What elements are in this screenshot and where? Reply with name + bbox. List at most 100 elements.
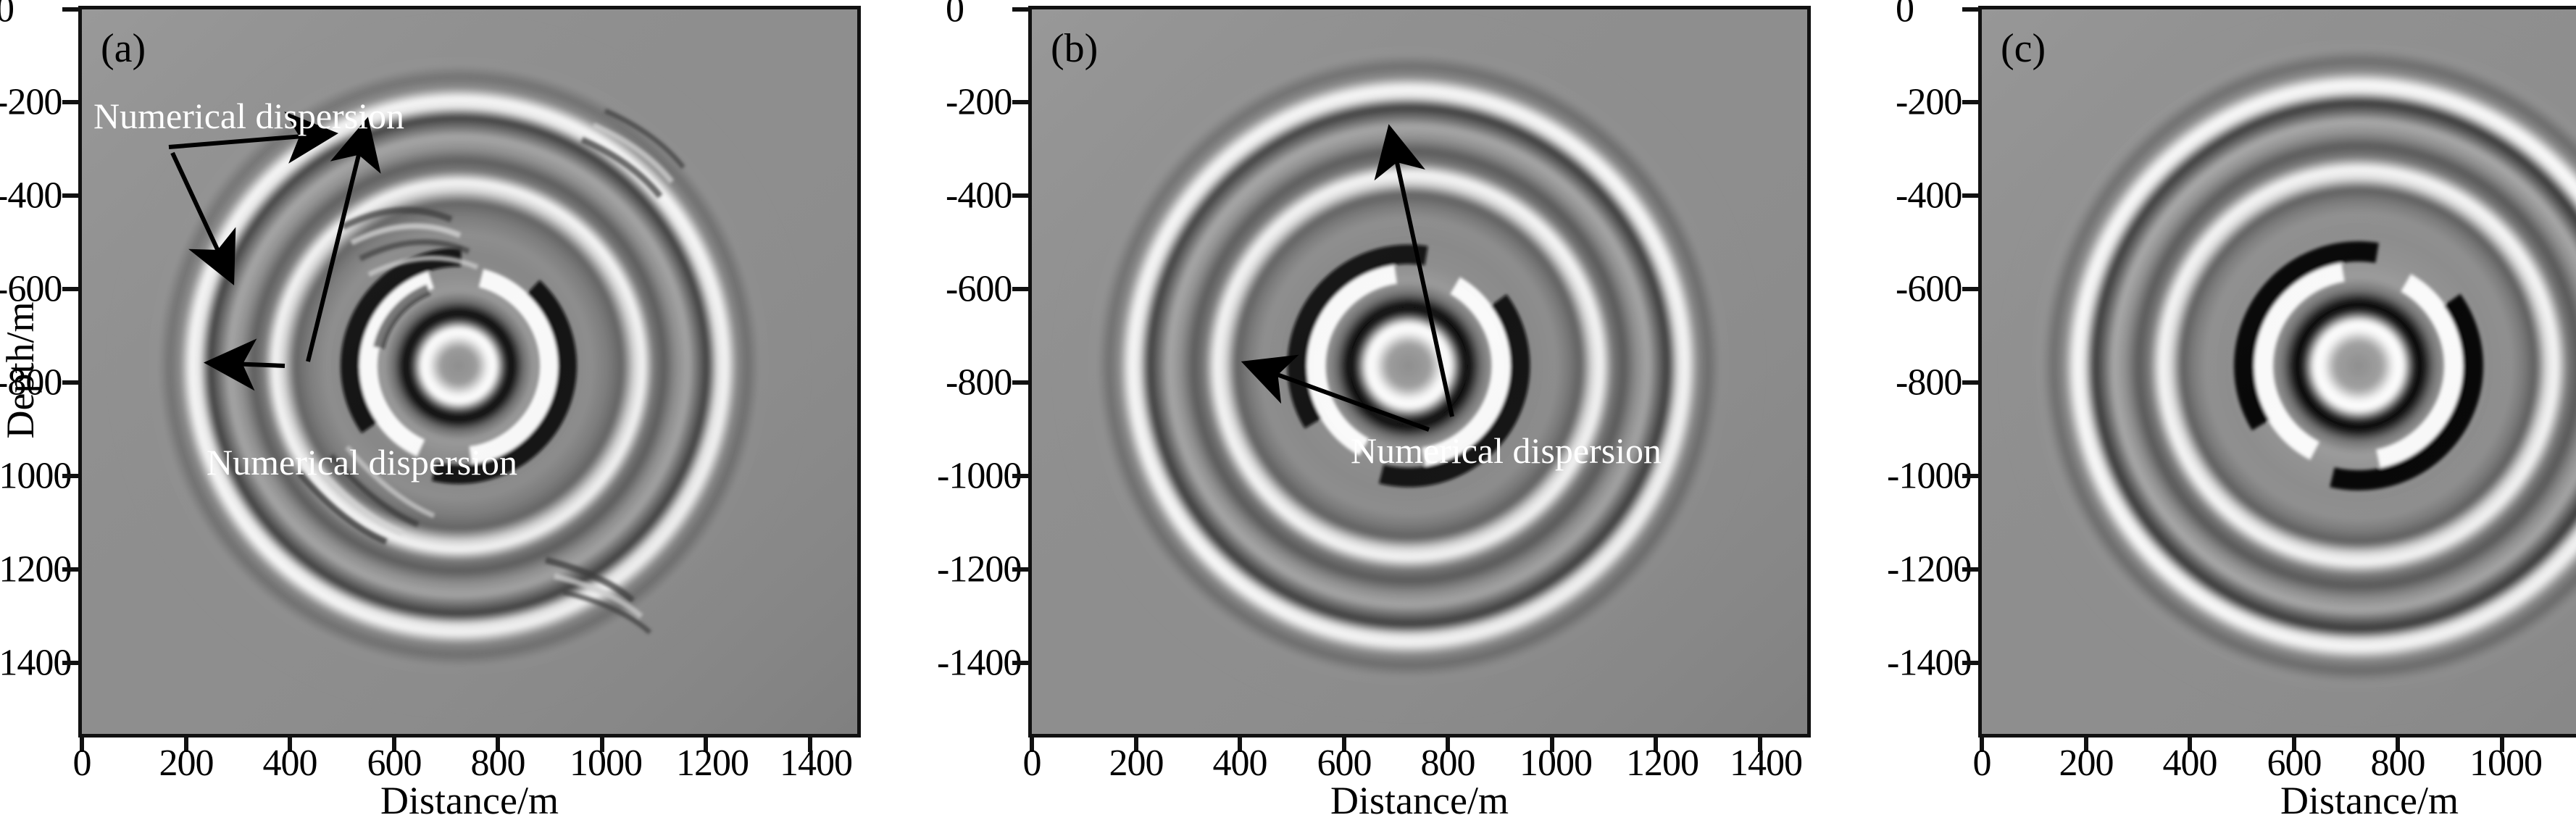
ytick-mark-c-2 (1962, 193, 1978, 198)
xtick-label-a-3: 600 (367, 743, 422, 784)
xtick-mark-a-7 (808, 738, 812, 752)
ytick-mark-a-5 (62, 474, 78, 478)
xtick-mark-b-7 (1758, 738, 1762, 752)
ytick-label-a-0: 0 (0, 0, 14, 30)
xtick-label-b-4: 800 (1420, 743, 1476, 784)
ytick-mark-a-7 (62, 661, 78, 665)
plot-frame-a: (a) Numerical dispersion N (78, 6, 861, 738)
ytick-mark-a-1 (62, 100, 78, 104)
x-axis-title-b: Distance/m (1330, 779, 1509, 822)
ytick-label-a-6: -1200 (0, 548, 72, 590)
ytick-label-b-6: -1200 (937, 548, 1022, 590)
xtick-mark-b-5 (1550, 738, 1554, 752)
xtick-mark-c-5 (2500, 738, 2504, 752)
ytick-label-c-1: -200 (1896, 81, 1962, 123)
ytick-mark-b-0 (1012, 7, 1028, 12)
ytick-mark-b-6 (1012, 567, 1028, 572)
xtick-label-c-3: 600 (2267, 743, 2322, 784)
ytick-label-c-3: -600 (1896, 268, 1962, 310)
ytick-mark-b-4 (1012, 380, 1028, 385)
xtick-mark-b-4 (1446, 738, 1450, 752)
panel-letter-a: (a) (101, 26, 146, 71)
ytick-label-a-4: -800 (0, 362, 62, 404)
ytick-label-c-6: -1200 (1887, 548, 1972, 590)
annotation-text-b-1: Numerical dispersion (1351, 430, 1662, 471)
xtick-mark-b-6 (1654, 738, 1658, 752)
annotation-arrows-b (1241, 124, 1454, 432)
annotation-text-a-1: Numerical dispersion (93, 96, 405, 136)
ytick-mark-b-7 (1012, 661, 1028, 665)
xtick-label-a-4: 800 (470, 743, 526, 784)
ytick-label-c-7: -1400 (1887, 642, 1972, 684)
ytick-label-a-2: -400 (0, 175, 62, 217)
xtick-label-b-7: 1400 (1730, 743, 1803, 784)
xtick-label-a-7: 1400 (780, 743, 853, 784)
wavefield-svg-c (1982, 9, 2576, 734)
ytick-label-b-5: -1000 (937, 455, 1022, 497)
wavefield-svg-a (82, 9, 857, 734)
ytick-mark-b-3 (1012, 287, 1028, 291)
xtick-mark-b-1 (1134, 738, 1138, 752)
xtick-mark-c-0 (1980, 738, 1984, 752)
ytick-mark-c-1 (1962, 100, 1978, 104)
xtick-mark-a-4 (496, 738, 500, 752)
xtick-label-a-1: 200 (159, 743, 214, 784)
ytick-label-b-7: -1400 (937, 642, 1022, 684)
xtick-label-b-3: 600 (1317, 743, 1372, 784)
xtick-mark-b-3 (1342, 738, 1346, 752)
ytick-label-c-0: 0 (1896, 0, 1914, 30)
xtick-mark-a-1 (184, 738, 188, 752)
xtick-label-b-6: 1200 (1626, 743, 1699, 784)
xtick-label-b-2: 400 (1212, 743, 1268, 784)
annotation-arrows-a (168, 111, 381, 391)
ytick-label-b-4: -800 (946, 362, 1012, 404)
xtick-mark-c-1 (2084, 738, 2088, 752)
ytick-label-b-3: -600 (946, 268, 1012, 310)
xtick-label-b-5: 1000 (1520, 743, 1593, 784)
ytick-label-a-7: -1400 (0, 642, 72, 684)
ytick-mark-c-3 (1962, 287, 1978, 291)
ytick-mark-c-7 (1962, 661, 1978, 665)
xtick-mark-c-4 (2396, 738, 2400, 752)
ytick-label-c-2: -400 (1896, 175, 1962, 217)
xtick-label-a-5: 1000 (570, 743, 643, 784)
ytick-mark-a-0 (62, 7, 78, 12)
ytick-mark-c-6 (1962, 567, 1978, 572)
x-axis-title-c: Distance/m (2280, 779, 2459, 822)
ytick-label-c-4: -800 (1896, 362, 1962, 404)
ytick-label-a-3: -600 (0, 268, 62, 310)
xtick-mark-a-3 (392, 738, 396, 752)
ytick-label-a-5: -1000 (0, 455, 72, 497)
ytick-mark-a-4 (62, 380, 78, 385)
x-axis-title-a: Distance/m (380, 779, 559, 822)
ytick-mark-c-5 (1962, 474, 1978, 478)
xtick-mark-b-2 (1238, 738, 1242, 752)
xtick-mark-c-2 (2188, 738, 2192, 752)
ytick-mark-b-5 (1012, 474, 1028, 478)
ytick-label-b-0: 0 (946, 0, 964, 30)
wavefield-c: (c) (1982, 9, 2576, 734)
xtick-label-b-1: 200 (1109, 743, 1164, 784)
ytick-label-c-5: -1000 (1887, 455, 1972, 497)
xtick-mark-a-2 (288, 738, 292, 752)
ytick-label-a-1: -200 (0, 81, 62, 123)
ytick-mark-a-2 (62, 193, 78, 198)
annotation-text-a-2: Numerical dispersion (207, 442, 518, 482)
ytick-mark-b-2 (1012, 193, 1028, 198)
y-axis-title: Depth/m (0, 301, 42, 439)
plot-frame-b: (b) Numerical dispersion (1028, 6, 1811, 738)
xtick-label-a-2: 400 (262, 743, 318, 784)
wavefield-svg-b (1032, 9, 1807, 734)
wavefield-a: (a) Numerical dispersion N (82, 9, 857, 734)
xtick-label-c-5: 1000 (2469, 743, 2543, 784)
ytick-mark-a-3 (62, 287, 78, 291)
xtick-mark-a-0 (80, 738, 84, 752)
xtick-mark-b-0 (1030, 738, 1034, 752)
xtick-label-b-0: 0 (1022, 743, 1042, 784)
xtick-label-c-2: 400 (2162, 743, 2218, 784)
panel-letter-c: (c) (2001, 26, 2046, 71)
xtick-label-a-0: 0 (72, 743, 92, 784)
panel-letter-b: (b) (1051, 26, 1099, 71)
xtick-label-c-1: 200 (2059, 743, 2114, 784)
